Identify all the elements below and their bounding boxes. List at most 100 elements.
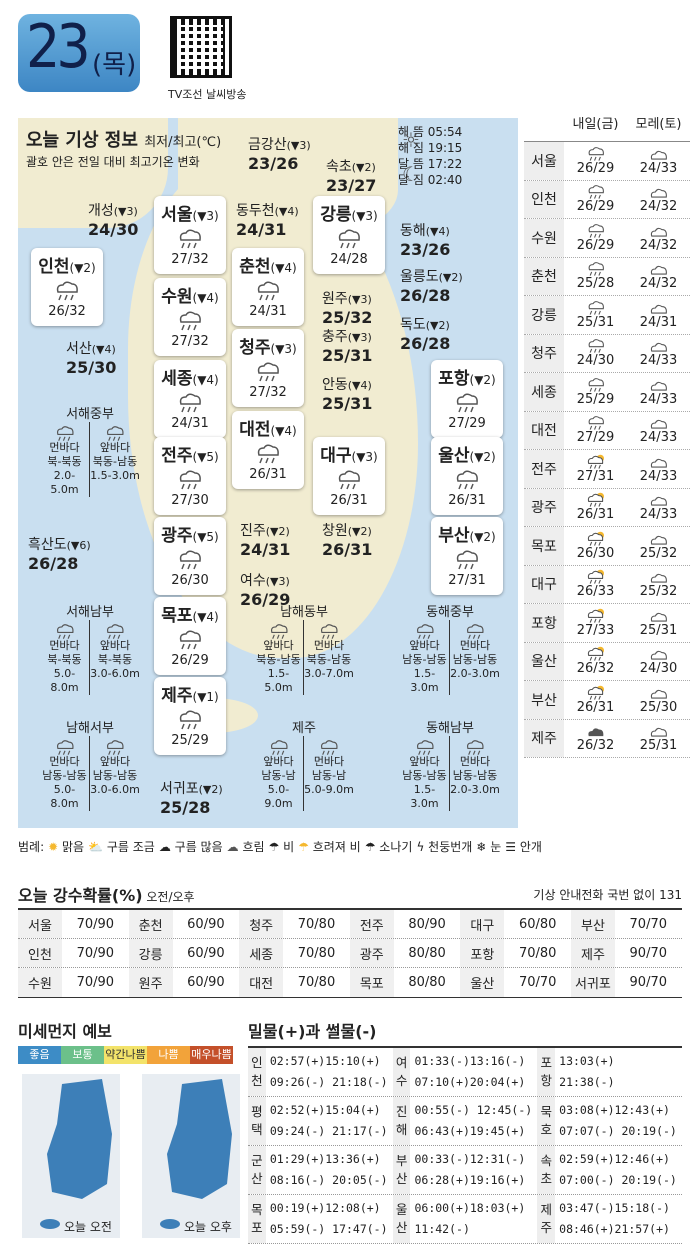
rain-row: 서울 70/90 춘천 60/90 청주 70/80 전주 80/90 대구 60/80 부산 70/…	[18, 910, 682, 939]
dust-level: 매우나쁨	[190, 1046, 233, 1064]
city-card: 서울(▼3) 27/32	[154, 196, 226, 274]
sun-moon-times: 해 뜸 05:54 해 짐 19:15 달 뜸 17:22 달 짐 02:40	[398, 124, 462, 188]
forecast-row: 부산 26/31 25/30	[524, 681, 690, 720]
city-card-name: 서울(▼3)	[161, 205, 219, 225]
forecast-row: 제주 26/32 25/31	[524, 719, 690, 758]
city-card-temp: 27/30	[171, 493, 209, 508]
rain-row: 인천 70/90 강릉 60/90 세종 70/80 광주 80/80 포항 70/80 제주 90/…	[18, 939, 682, 968]
city-card-temp: 25/29	[171, 733, 209, 748]
rain-icon	[335, 228, 363, 250]
city-label: 원주(▼3) 25/32	[322, 291, 373, 327]
sea-name: 동해중부	[426, 605, 474, 620]
tide-row: 군 산 01:29(+)13:36(+) 08:16(-) 20:05(-) 부 산 00:…	[248, 1146, 682, 1195]
forecast-city: 대구	[524, 565, 564, 603]
city-label: 서귀포(▼2) 25/28	[160, 781, 223, 817]
rain-table: 서울 70/90 춘천 60/90 청주 70/80 전주 80/90 대구 60/80 부산 70/…	[18, 908, 682, 998]
forecast-city: 세종	[524, 373, 564, 411]
forecast-city: 광주	[524, 488, 564, 526]
city-label: 진주(▼2) 24/31	[240, 523, 291, 559]
city-label: 금강산(▼3) 23/26	[248, 137, 311, 173]
rain-icon	[254, 361, 282, 383]
forecast-city: 강릉	[524, 296, 564, 334]
city-card: 대전(▼4) 26/31	[232, 411, 304, 489]
city-card: 제주(▼1) 25/29	[154, 677, 226, 755]
forecast-city: 대전	[524, 411, 564, 449]
legend-item: ☁ 흐림	[226, 840, 265, 854]
sea-name: 남해서부	[66, 721, 114, 736]
city-card: 목포(▼4) 26/29	[154, 597, 226, 675]
city-card-name: 광주(▼5)	[161, 526, 219, 546]
forecast-city: 포항	[524, 604, 564, 642]
rain-icon	[176, 310, 204, 332]
moonset: 달 짐 02:40	[398, 173, 463, 187]
city-card: 세종(▼4) 24/31	[154, 360, 226, 438]
legend-prefix: 범례:	[18, 840, 45, 854]
map-subtitle: 괄호 안은 전일 대비 최고기온 변화	[26, 155, 200, 169]
rain-probability: 오늘 강수확률(%) 오전/오후 기상 안내전화 국번 없이 131 서울 70/…	[18, 882, 682, 998]
tide-title: 밀물(+)과 썰물(-)	[248, 1022, 377, 1041]
dust-map-am: 오늘 오전	[22, 1074, 120, 1238]
city-card-temp: 27/32	[171, 334, 209, 349]
sea-name: 남해동부	[280, 605, 328, 620]
rain-icon	[176, 228, 204, 250]
city-card-temp: 24/31	[171, 416, 209, 431]
forecast-city: 부산	[524, 681, 564, 719]
dust-level: 좋음	[18, 1046, 61, 1064]
legend-item: ☁ 구름 많음	[158, 840, 223, 854]
city-card: 대구(▼3) 26/31	[313, 437, 385, 515]
qr-code-icon[interactable]	[170, 16, 232, 78]
moon-icon: ☾	[402, 162, 420, 186]
sea-forecast: 남해서부 먼바다 남동-남동 5.0-8.0m 앞바다 남동-남동 3.0-6.0m	[40, 722, 140, 811]
legend: 범례: ✹ 맑음 ⛅ 구름 조금 ☁ 구름 많음 ☁ 흐림 ☂ 비 ☂ 흐려져 비 ☂ 소나기…	[18, 838, 542, 855]
tomorrow-header: 내일(금)	[572, 117, 619, 132]
city-card-name: 대구(▼3)	[320, 446, 378, 466]
sunset: 해 짐 19:15	[398, 141, 463, 155]
sea-forecast: 남해동부 앞바다 북동-남동 1.5-5.0m 먼바다 북동-남동 3.0-7.0m	[254, 606, 354, 695]
city-label: 창원(▼2) 26/31	[322, 523, 373, 559]
city-card-temp: 26/30	[171, 573, 209, 588]
qr-caption: TV조선 날씨방송	[168, 88, 247, 101]
city-card-name: 세종(▼4)	[161, 369, 219, 389]
forecast-row: 세종 25/29 24/33	[524, 373, 690, 412]
forecast-row: 목포 26/30 25/32	[524, 527, 690, 566]
city-card-name: 춘천(▼4)	[239, 257, 297, 277]
city-label: 속초(▼2) 23/27	[326, 159, 377, 195]
forecast-city: 인천	[524, 180, 564, 218]
forecast-city: 제주	[524, 719, 564, 757]
dust-map-pm: 오늘 오후	[142, 1074, 240, 1238]
city-label: 충주(▼3) 25/31	[322, 329, 373, 365]
legend-item: ☂ 흐려져 비	[298, 840, 361, 854]
city-card-name: 전주(▼5)	[161, 446, 219, 466]
city-card-temp: 27/29	[448, 416, 486, 431]
forecast-city: 청주	[524, 334, 564, 372]
rain-sub: 오전/오후	[146, 890, 195, 904]
forecast-city: 춘천	[524, 257, 564, 295]
city-label: 여수(▼3) 26/29	[240, 573, 291, 609]
dayafter-header: 모레(토)	[635, 117, 682, 132]
forecast-row: 청주 24/30 24/33	[524, 334, 690, 373]
tide-row: 평 택 02:52(+)15:04(+) 09:24(-) 21:17(-) 진 해 00:…	[248, 1097, 682, 1146]
legend-item: ❄ 눈	[476, 840, 502, 854]
city-label: 흑산도(▼6) 26/28	[28, 537, 91, 573]
tide-row: 인 천 02:57(+)15:10(+) 09:26(-) 21:18(-) 여 수 01:…	[248, 1048, 682, 1097]
forecast-row: 인천 26/29 24/32	[524, 180, 690, 219]
rain-icon	[176, 549, 204, 571]
rain-icon	[453, 549, 481, 571]
legend-item: ☰ 안개	[505, 840, 542, 854]
dust-level: 나쁨	[147, 1046, 190, 1064]
forecast-city: 전주	[524, 450, 564, 488]
rain-icon	[453, 469, 481, 491]
rain-icon	[176, 469, 204, 491]
legend-item: ☂ 소나기	[364, 840, 413, 854]
city-card: 춘천(▼4) 24/31	[232, 248, 304, 326]
forecast-table: 내일(금) 모레(토) 서울 26/29 24/33 인천 26/29 24/32 수원 26/…	[524, 118, 690, 758]
dust-level: 약간나쁨	[104, 1046, 147, 1064]
city-card-temp: 26/29	[171, 653, 209, 668]
